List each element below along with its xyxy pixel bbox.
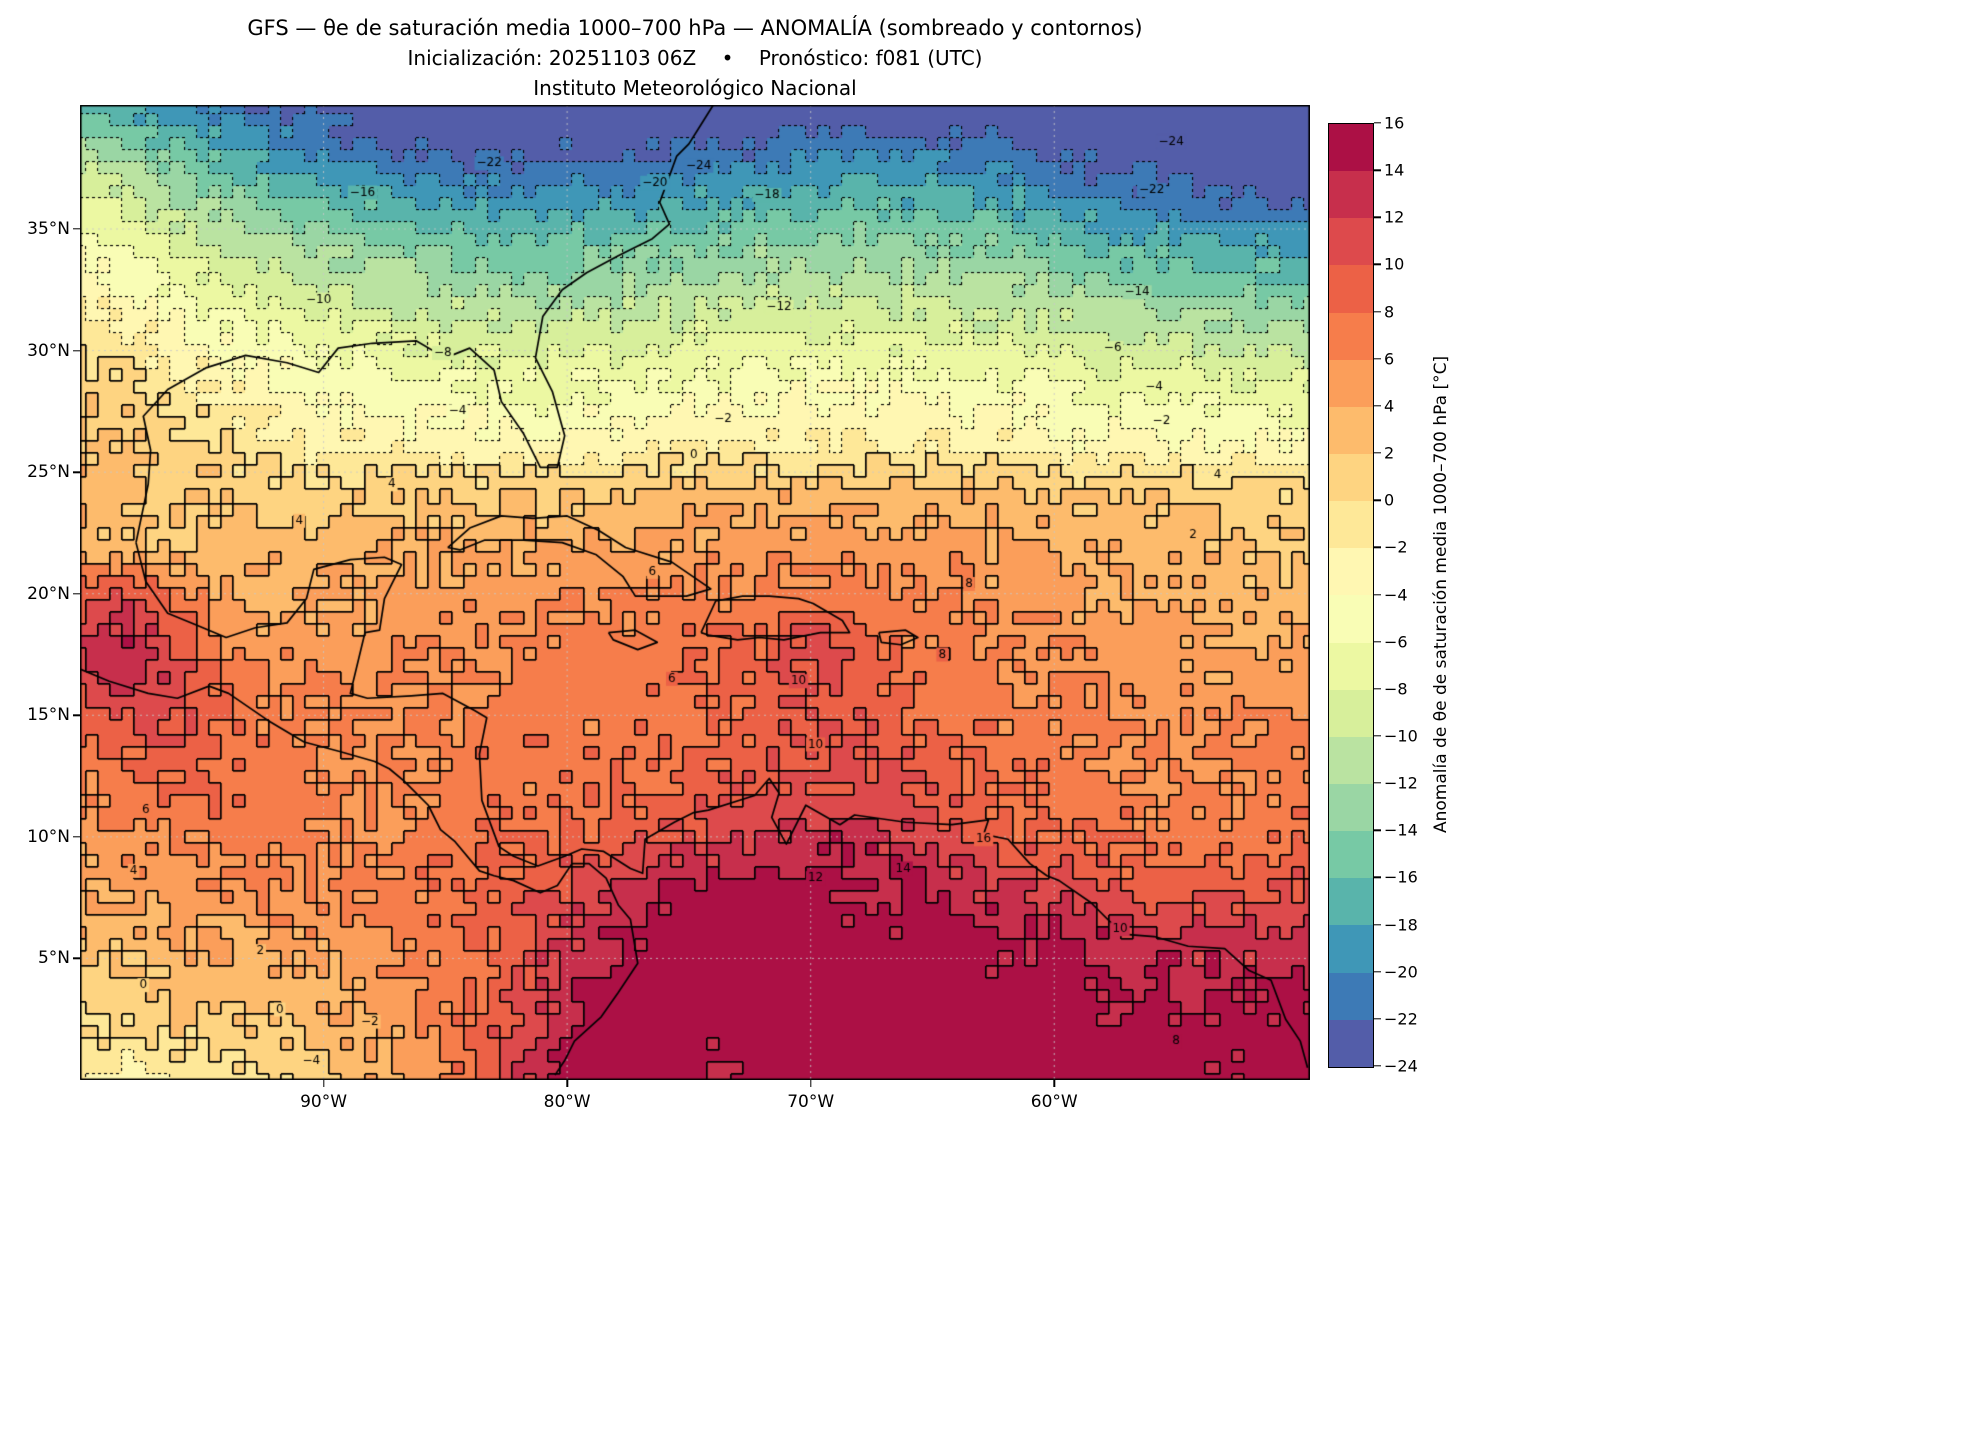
colorbar-tick-mark [1374, 970, 1381, 973]
colorbar-tick-mark [1374, 829, 1381, 831]
colorbar-tick-mark [1374, 263, 1381, 266]
colorbar-tick-label: 8 [1384, 302, 1395, 322]
y-tick-label: 25°N [27, 462, 70, 483]
colorbar-tick-mark [1374, 735, 1381, 737]
colorbar-tick-label: −20 [1384, 962, 1418, 982]
colorbar-band [1329, 124, 1373, 172]
colorbar-tick-label: −18 [1384, 915, 1418, 935]
colorbar-band [1329, 878, 1373, 926]
colorbar-band [1329, 218, 1373, 266]
y-tick-label: 20°N [27, 583, 70, 604]
colorbar-tick-label: 0 [1384, 490, 1395, 510]
y-tick-label: 10°N [27, 826, 70, 847]
x-tick-label: 80°W [543, 1092, 591, 1112]
colorbar-tick-mark [1374, 499, 1381, 501]
colorbar-band [1329, 1019, 1373, 1067]
colorbar-band [1329, 736, 1373, 784]
colorbar-band [1329, 972, 1373, 1020]
colorbar [1328, 123, 1374, 1068]
colorbar-band [1329, 265, 1373, 313]
colorbar-tick-label: −10 [1384, 726, 1418, 746]
colorbar-tick-label: 12 [1384, 207, 1405, 227]
colorbar-tick-label: −22 [1384, 1009, 1418, 1029]
colorbar-tick-label: 4 [1384, 396, 1395, 416]
y-tick-mark [73, 957, 80, 960]
colorbar-band [1329, 359, 1373, 407]
colorbar-tick-label: −8 [1384, 679, 1408, 699]
x-tick-label: 70°W [787, 1092, 835, 1112]
colorbar-band [1329, 453, 1373, 502]
y-tick-mark [73, 228, 80, 230]
x-tick-mark [1053, 1080, 1055, 1087]
colorbar-tick-mark [1374, 640, 1381, 643]
anomaly-map [80, 105, 1310, 1080]
x-tick-mark [566, 1080, 568, 1087]
colorbar-tick-label: 16 [1384, 113, 1405, 133]
y-tick-mark [73, 471, 80, 473]
colorbar-band [1329, 831, 1373, 879]
colorbar-tick-mark [1374, 310, 1381, 313]
colorbar-tick-mark [1374, 122, 1381, 124]
colorbar-tick-label: −24 [1384, 1056, 1418, 1076]
chart-subtitle: Inicialización: 20251103 06Z • Pronóstic… [407, 46, 983, 70]
colorbar-band [1329, 548, 1373, 596]
y-tick-label: 35°N [27, 219, 70, 239]
y-tick-mark [73, 836, 80, 838]
x-tick-label: 60°W [1030, 1092, 1078, 1112]
colorbar-tick-label: 14 [1384, 160, 1405, 180]
colorbar-band [1329, 406, 1373, 454]
colorbar-tick-mark [1374, 546, 1381, 549]
x-tick-label: 90°W [300, 1092, 348, 1112]
colorbar-band [1329, 925, 1373, 973]
colorbar-label: Anomalía de θe de saturación media 1000–… [1431, 355, 1451, 834]
colorbar-tick-mark [1374, 1018, 1381, 1020]
colorbar-tick-label: 10 [1384, 254, 1405, 274]
colorbar-tick-label: −4 [1384, 585, 1408, 604]
colorbar-tick-mark [1374, 593, 1381, 596]
colorbar-band [1329, 689, 1373, 737]
chart-title: GFS — θe de saturación media 1000–700 hP… [247, 16, 1143, 40]
colorbar-tick-mark [1374, 452, 1381, 454]
colorbar-tick-mark [1374, 358, 1381, 360]
colorbar-band [1329, 595, 1373, 643]
colorbar-tick-label: 6 [1384, 349, 1395, 369]
y-tick-mark [73, 714, 80, 716]
y-tick-mark [73, 593, 80, 595]
chart-institute: Instituto Meteorológico Nacional [533, 76, 857, 100]
colorbar-tick-mark [1374, 876, 1381, 879]
y-tick-label: 30°N [27, 340, 70, 361]
colorbar-tick-label: −6 [1384, 632, 1408, 652]
x-tick-mark [322, 1080, 325, 1087]
colorbar-tick-label: 2 [1384, 443, 1395, 463]
colorbar-band [1329, 783, 1373, 832]
colorbar-tick-label: −2 [1384, 537, 1408, 557]
colorbar-tick-mark [1374, 782, 1381, 784]
colorbar-band [1329, 501, 1373, 549]
colorbar-tick-mark [1374, 1065, 1381, 1067]
y-tick-label: 15°N [27, 705, 70, 726]
colorbar-tick-mark [1374, 216, 1381, 218]
colorbar-tick-mark [1374, 169, 1381, 171]
colorbar-band [1329, 171, 1373, 219]
colorbar-tick-label: −14 [1384, 820, 1418, 840]
colorbar-tick-label: −12 [1384, 773, 1418, 793]
colorbar-tick-mark [1374, 405, 1381, 407]
colorbar-band [1329, 642, 1373, 690]
colorbar-tick-mark [1374, 923, 1381, 926]
colorbar-tick-mark [1374, 688, 1381, 690]
colorbar-band [1329, 312, 1373, 360]
y-tick-label: 5°N [37, 948, 70, 969]
y-tick-mark [73, 349, 80, 352]
colorbar-tick-label: −16 [1384, 867, 1418, 887]
x-tick-mark [809, 1080, 812, 1087]
